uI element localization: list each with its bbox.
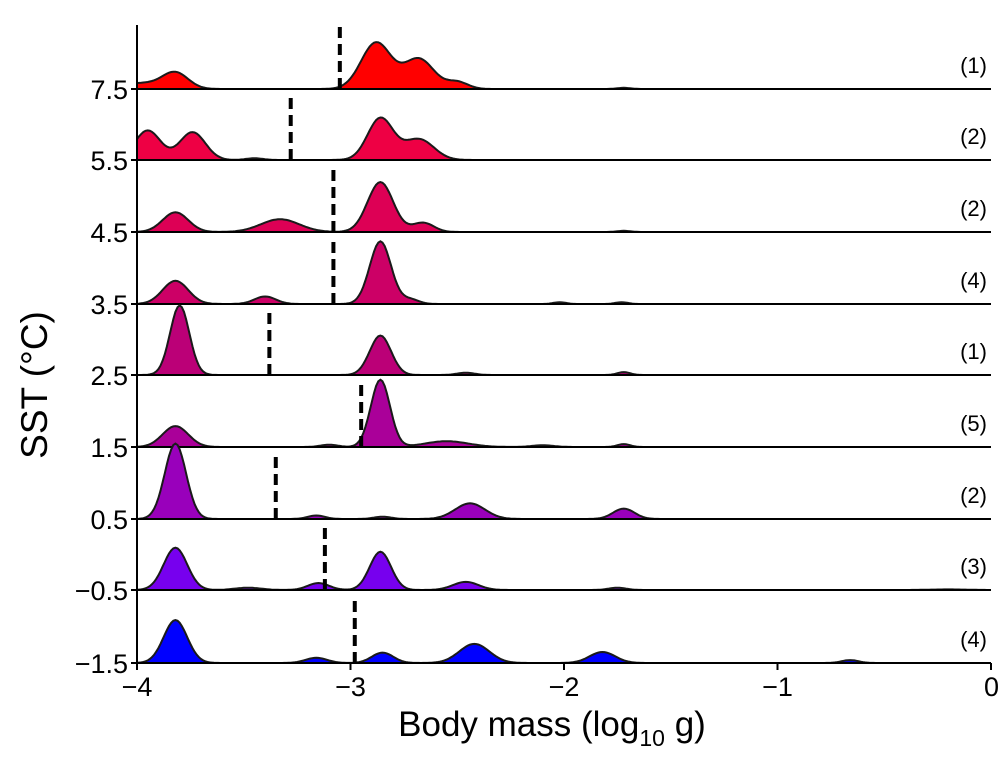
count-label: (2): [960, 124, 987, 149]
count-label: (4): [960, 627, 987, 652]
y-tick-label: 2.5: [90, 361, 128, 391]
y-tick-label: 5.5: [90, 146, 128, 176]
x-ticks-layer: −4 −3 −2 −1 0: [122, 663, 999, 702]
ridge-outline: [136, 116, 991, 161]
ridge-outline: [136, 41, 991, 90]
ridge-fill: [137, 305, 991, 375]
ridge-3: (4): [136, 238, 991, 305]
count-label: (4): [960, 268, 987, 293]
y-ticks-layer: 7.5 5.5 4.5 3.5 2.5 1.5 0.5 −0.5 −1.5: [75, 75, 137, 679]
y-tick-label: 3.5: [90, 290, 128, 320]
y-tick-label: −0.5: [75, 576, 128, 606]
axes-layer: [136, 25, 991, 664]
x-tick-label: 0: [984, 672, 999, 702]
ridge-fill: [137, 443, 991, 519]
ridge-8: (4): [136, 597, 991, 665]
y-axis-title: SST (°C): [14, 311, 55, 459]
ridge-fill: [137, 182, 991, 232]
ridges-layer: (1) (2) (2) (4) (1) (5) (2) (3) (4): [136, 23, 991, 665]
count-label: (1): [960, 53, 987, 78]
ridge-outline: [136, 378, 991, 448]
y-tick-label: −1.5: [75, 649, 128, 679]
ridge-outline: [136, 619, 991, 665]
ridge-fill: [137, 620, 991, 663]
ridge-7: (3): [136, 524, 991, 591]
ridge-6: (2): [136, 442, 991, 520]
y-tick-label: 1.5: [90, 433, 128, 463]
ridge-0: (1): [136, 23, 991, 90]
x-axis-title: Body mass (log10 g): [398, 705, 706, 751]
count-label: (3): [960, 554, 987, 579]
ridge-outline: [136, 442, 991, 520]
ridge-fill: [137, 117, 991, 160]
ridge-fill: [137, 547, 991, 590]
x-tick-label: −2: [549, 672, 580, 702]
x-tick-label: −4: [122, 672, 153, 702]
count-label: (2): [960, 483, 987, 508]
count-label: (1): [960, 339, 987, 364]
ridge-outline: [136, 546, 991, 591]
ridge-fill: [137, 379, 991, 447]
ridge-fill: [137, 42, 991, 89]
count-label: (5): [960, 411, 987, 436]
ridge-outline: [137, 304, 991, 376]
ridge-outline: [136, 240, 991, 305]
ridge-1: (2): [136, 94, 991, 161]
y-tick-label: 0.5: [90, 505, 128, 535]
y-tick-label: 7.5: [90, 75, 128, 105]
y-tick-label: 4.5: [90, 218, 128, 248]
ridge-4: (1): [137, 304, 991, 376]
ridge-fill: [137, 241, 991, 304]
x-tick-label: −3: [335, 672, 366, 702]
ridge-5: (5): [136, 378, 991, 448]
count-label: (2): [960, 196, 987, 221]
x-tick-label: −1: [762, 672, 793, 702]
ridge-2: (2): [136, 166, 991, 233]
